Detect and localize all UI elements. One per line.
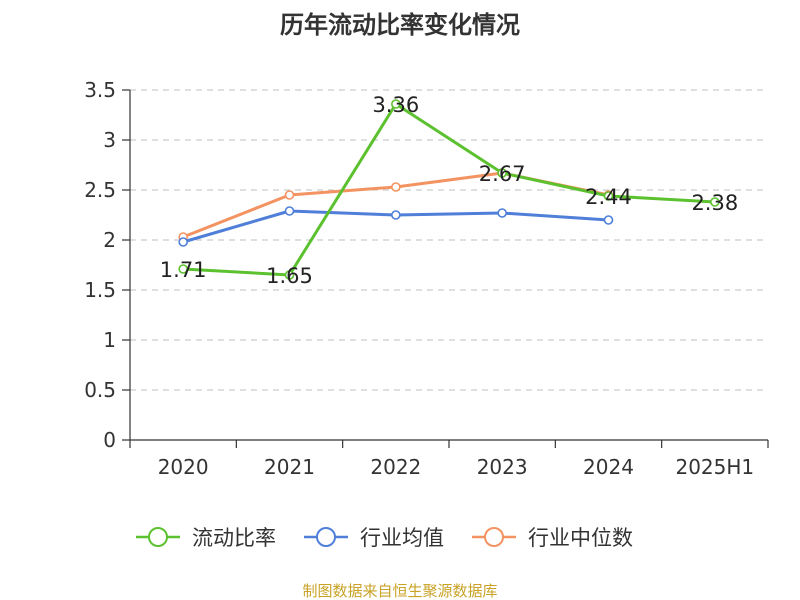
y-tick-label: 1.5 [84,278,116,302]
grid-lines [130,89,768,391]
series-line [183,102,715,277]
series-point [178,237,188,247]
series-point [497,208,507,218]
y-tick-label: 3.5 [84,78,116,102]
y-tick-label: 0.5 [84,378,116,402]
legend-marker [316,527,336,547]
series-point [710,197,720,207]
series-point [284,190,295,200]
legend-label: 行业均值 [360,526,444,550]
data-labels: 1.71 1.65 3.36 2.67 2.44 2.38 [160,93,738,288]
x-tick-label: 2024 [583,455,634,479]
data-label: 2.44 [585,185,632,209]
legend-marker [484,527,504,547]
legend: 流动比率 行业均值 行业中位数 [136,526,633,550]
data-label: 2.67 [479,162,526,186]
y-tick-label: 2.5 [84,178,116,202]
y-tick-label: 1 [103,328,116,352]
data-label: 3.36 [372,93,419,117]
legend-label: 行业中位数 [528,526,633,550]
legend-marker [148,527,168,547]
legend-label: 流动比率 [192,526,276,550]
series-group [178,99,720,280]
x-tick-label: 2021 [264,455,315,479]
y-tick-label: 0 [103,428,116,452]
series-point [603,215,614,225]
y-tick-label: 3 [103,128,116,152]
y-tick-label: 2 [103,228,116,252]
series-point [391,99,401,109]
data-label: 1.65 [266,264,313,288]
x-tick-label: 2023 [477,455,528,479]
series-point [603,191,614,201]
chart-title: 历年流动比率变化情况 [280,11,520,39]
x-tick-label: 2025H1 [675,455,754,479]
series-point [391,210,401,220]
series-point [497,168,507,178]
series-point [178,264,188,274]
series-point [391,182,401,192]
data-label: 1.71 [160,258,207,282]
x-tick-label: 2020 [158,455,209,479]
axes: 0 0.5 1 1.5 2 2.5 3 3.5 2020 2021 2022 2023 2024 2025… [84,78,769,479]
series-point [284,206,295,216]
source-footer: 制图数据来自恒生聚源数据库 [302,582,497,600]
x-tick-label: 2022 [370,455,421,479]
series-point [284,270,295,280]
data-label: 2.38 [691,191,738,215]
